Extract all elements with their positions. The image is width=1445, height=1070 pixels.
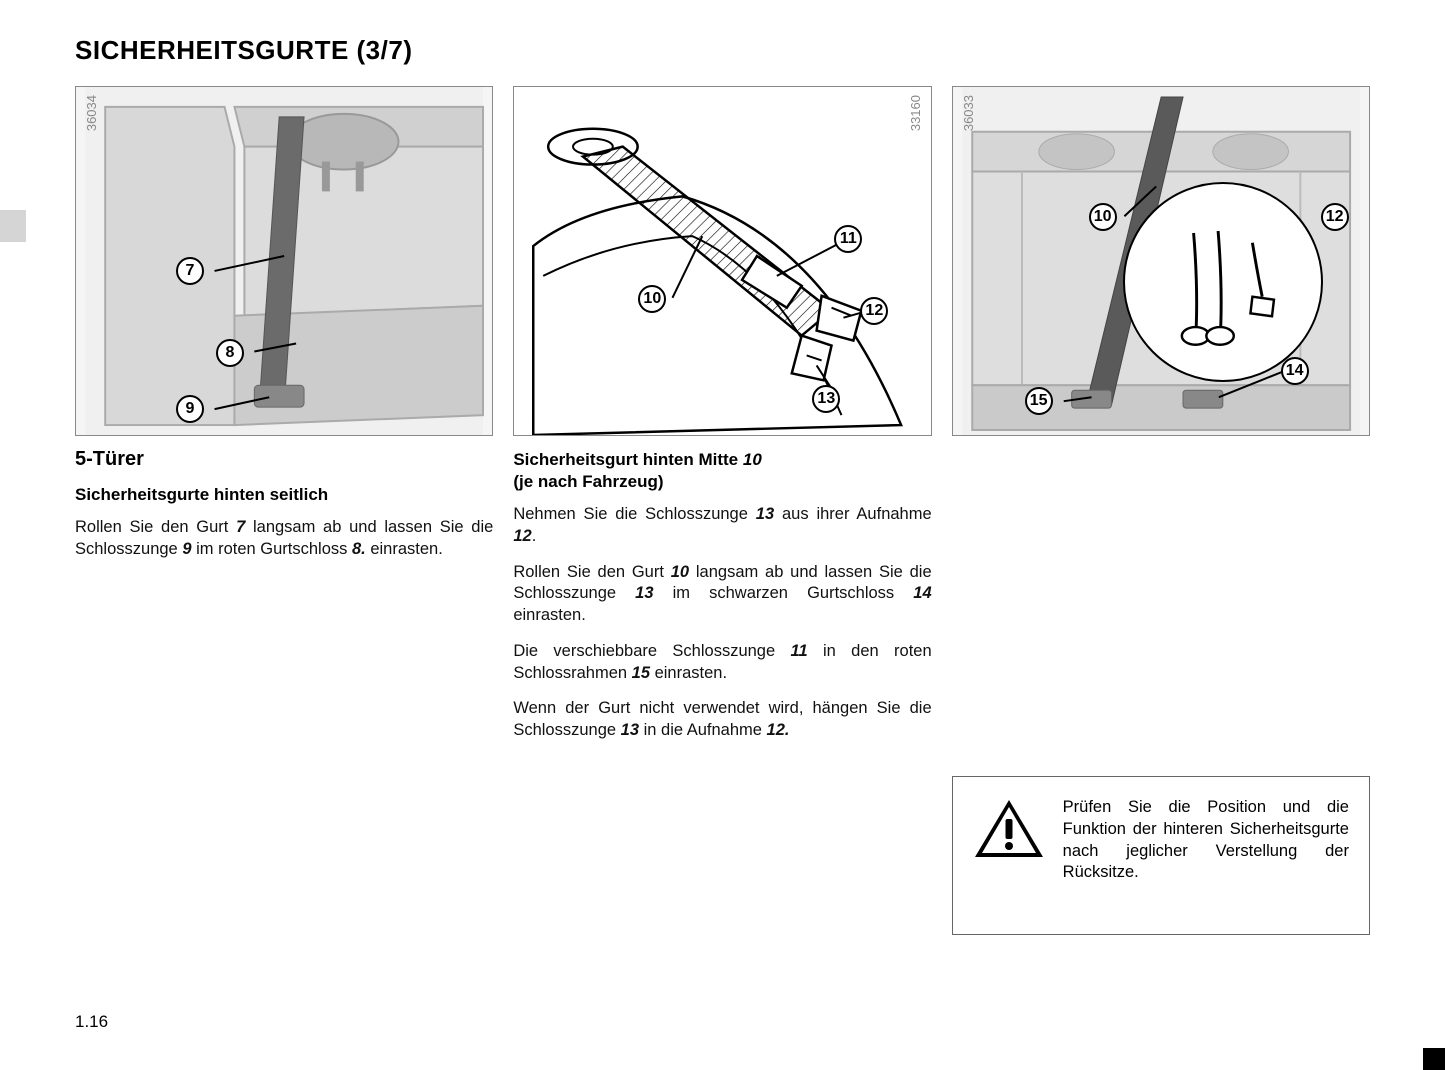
figure-1: 36034 [75, 86, 493, 436]
figure-2-id: 33160 [908, 95, 923, 131]
text: in die Aufnahme [639, 721, 767, 739]
text: im roten Gurtschloss [192, 540, 352, 558]
ref-15: 15 [632, 664, 650, 682]
ref-9: 9 [182, 540, 191, 558]
figure-1-id: 36034 [84, 95, 99, 131]
ref-13c: 13 [621, 721, 639, 739]
callout-14: 14 [1281, 357, 1309, 385]
col1-paragraph-1: Rollen Sie den Gurt 7 langsam ab und las… [75, 517, 493, 561]
ref-12: 12 [513, 527, 531, 545]
text: Nehmen Sie die Schlosszunge [513, 505, 755, 523]
col2-heading: Sicherheitsgurt hinten Mitte 10 [513, 450, 931, 470]
warning-text: Prüfen Sie die Position und die Funktion… [1063, 797, 1349, 884]
text: Sicherheitsgurt hinten Mitte [513, 450, 743, 469]
text: Rollen Sie den Gurt [75, 518, 236, 536]
col2-paragraph-1: Nehmen Sie die Schlosszunge 13 aus ihrer… [513, 504, 931, 548]
figure-2-svg [514, 87, 930, 435]
callout-10c: 10 [1089, 203, 1117, 231]
page-title: SICHERHEITSGURTE (3/7) [75, 30, 1370, 66]
text: einrasten. [650, 664, 727, 682]
page: SICHERHEITSGURTE (3/7) 36034 [0, 0, 1445, 1070]
col1-subheading: Sicherheitsgurte hinten seitlich [75, 485, 493, 505]
col2-paragraph-2: Rollen Sie den Gurt 10 langsam ab und la… [513, 562, 931, 627]
ref-11: 11 [791, 642, 808, 660]
warning-icon [973, 797, 1045, 861]
ref-14: 14 [913, 584, 931, 602]
text: einrasten. [366, 540, 443, 558]
figure-3-id: 36033 [961, 95, 976, 131]
figure-2: 33160 [513, 86, 931, 436]
figure-1-svg [76, 87, 492, 435]
callout-7: 7 [176, 257, 204, 285]
col2-paragraph-4: Wenn der Gurt nicht verwendet wird, häng… [513, 698, 931, 742]
callout-15: 15 [1025, 387, 1053, 415]
ref-7: 7 [236, 518, 245, 536]
ref-8: 8. [352, 540, 366, 558]
ref-10b: 10 [671, 563, 689, 581]
ref-12b: 12. [767, 721, 790, 739]
text: einrasten. [513, 606, 585, 624]
col2-paragraph-3: Die verschiebbare Schlosszunge 11 in den… [513, 641, 931, 685]
warning-box: Prüfen Sie die Position und die Funktion… [952, 776, 1370, 935]
ref-13: 13 [756, 505, 774, 523]
ref-10: 10 [743, 450, 762, 469]
corner-marker [1423, 1048, 1445, 1070]
text: Rollen Sie den Gurt [513, 563, 670, 581]
text: im schwarzen Gurtschloss [654, 584, 914, 602]
detail-circle [1123, 182, 1323, 382]
col1-heading: 5-Türer [75, 448, 493, 471]
callout-9: 9 [176, 395, 204, 423]
col2-heading-line2: (je nach Fahrzeug) [513, 472, 931, 492]
figure-3: 36033 [952, 86, 1370, 436]
column-2: 33160 [513, 86, 931, 935]
callout-8: 8 [216, 339, 244, 367]
ref-13b: 13 [635, 584, 653, 602]
column-1: 36034 [75, 86, 493, 935]
text: Die verschiebbare Schlosszunge [513, 642, 790, 660]
content-columns: 36034 [75, 86, 1370, 935]
page-number: 1.16 [75, 1012, 108, 1032]
text: aus ihrer Aufnahme [774, 505, 932, 523]
detail-svg [1125, 184, 1321, 380]
column-3: 36033 [952, 86, 1370, 935]
text: . [532, 527, 537, 545]
callout-12c: 12 [1321, 203, 1349, 231]
